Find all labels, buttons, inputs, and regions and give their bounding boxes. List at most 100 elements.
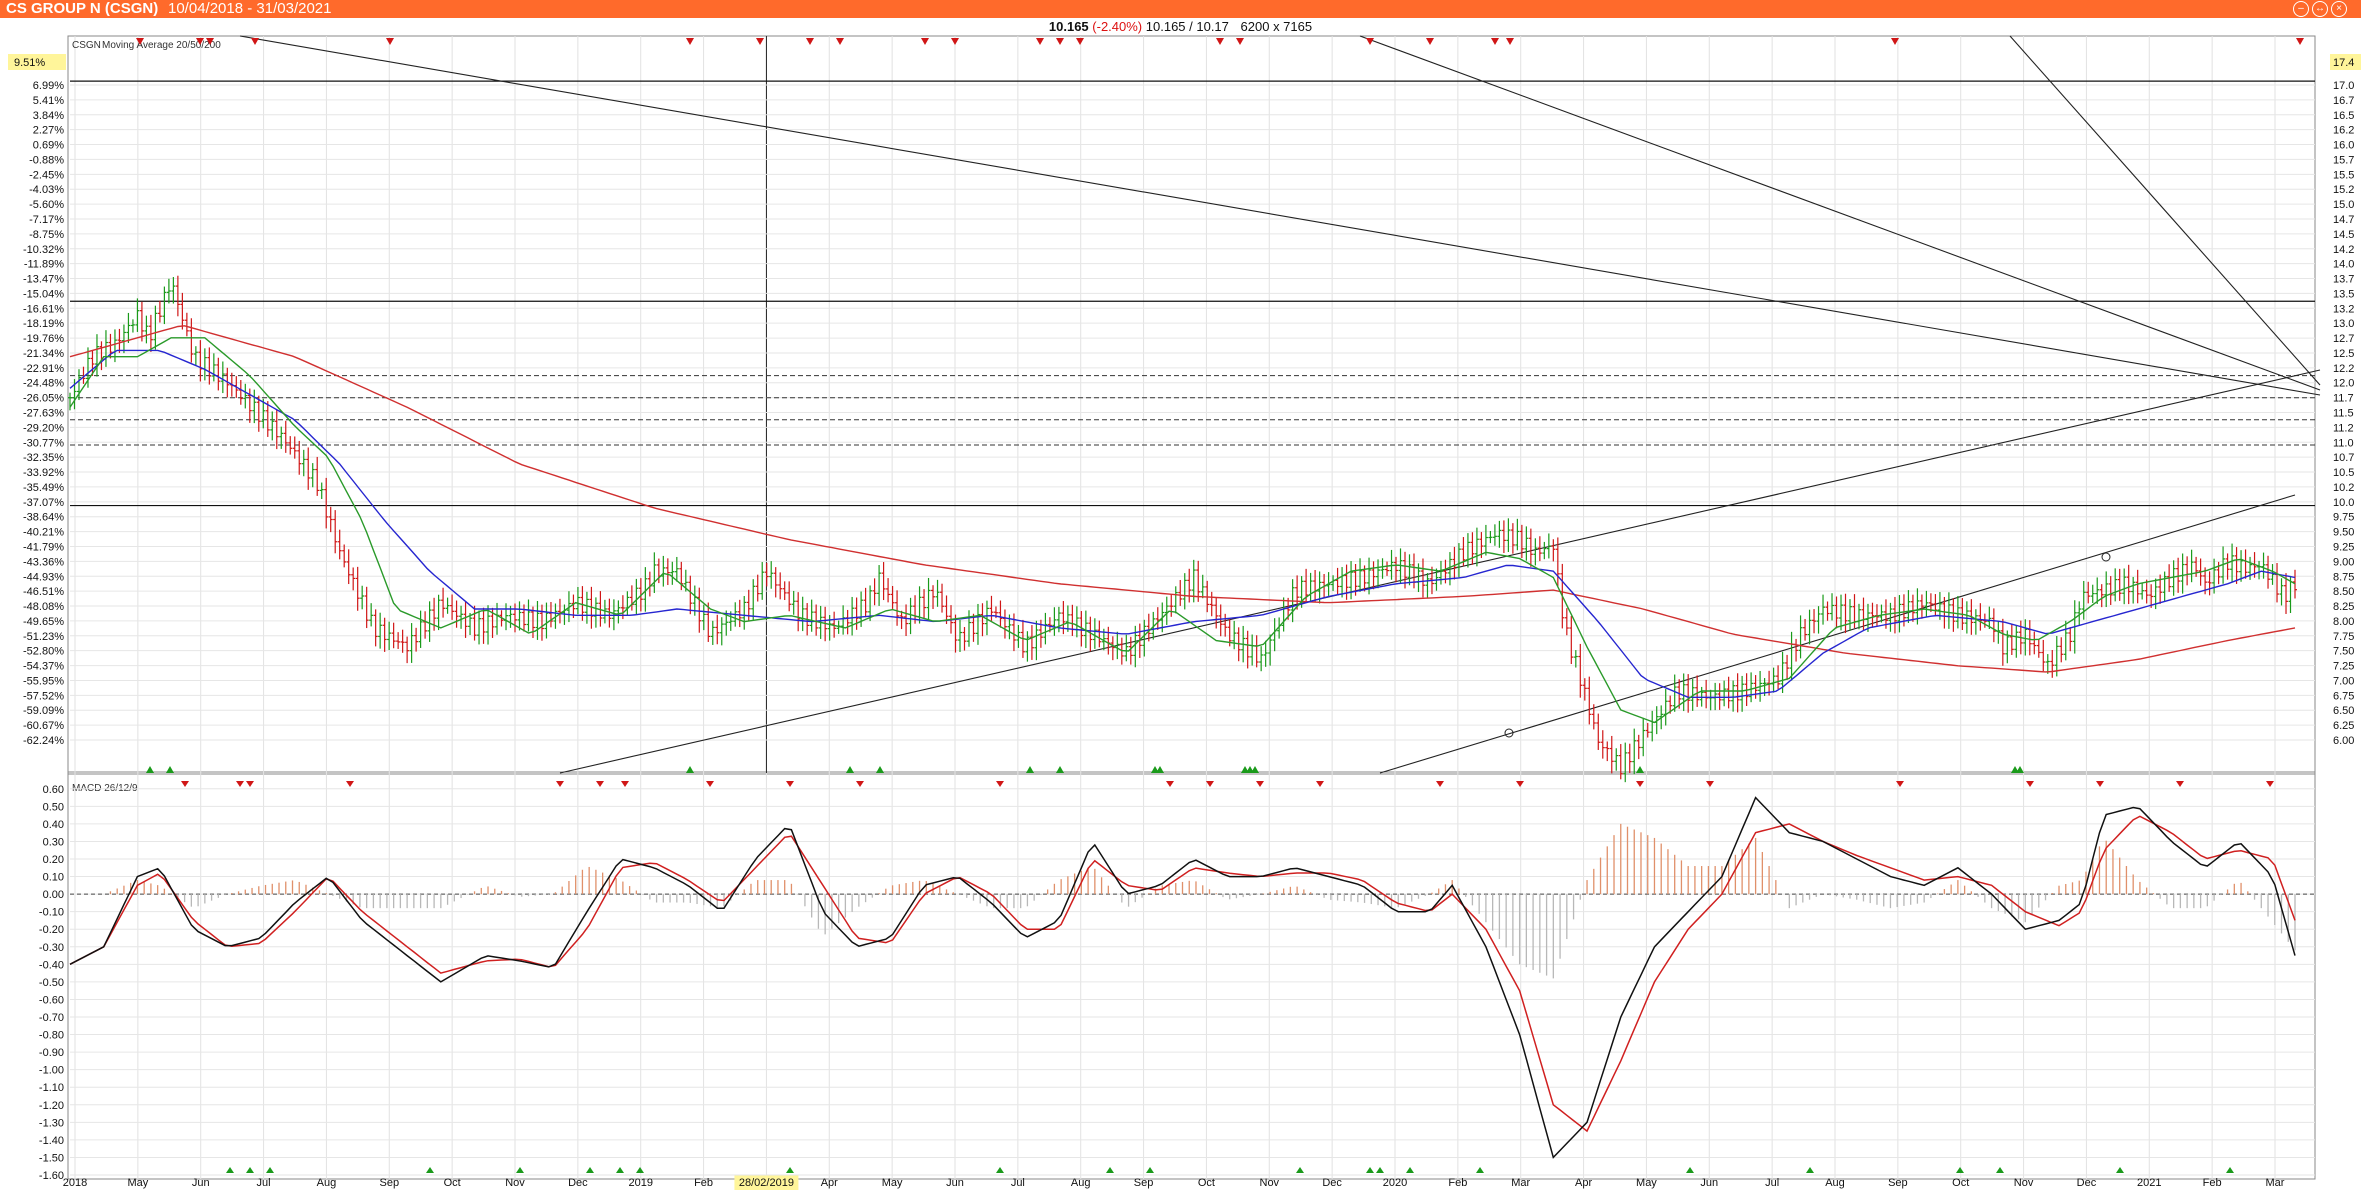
sell-signal-marker (136, 38, 144, 45)
left-tick-label: 2.27% (33, 125, 64, 137)
left-tick-label: -51.23% (23, 631, 64, 643)
left-tick-label: 0.69% (33, 140, 64, 152)
x-month-label: 2020 (1383, 1177, 1407, 1189)
buy-signal-marker (1251, 766, 1259, 773)
price-bars (68, 275, 2297, 783)
trend-line (559, 369, 2321, 774)
right-tick-label: 10.5 (2333, 467, 2354, 479)
x-month-label: 2018 (63, 1177, 87, 1189)
left-tick-label: -41.79% (23, 541, 64, 553)
macd-sell-marker (1516, 781, 1524, 787)
right-tick-label: 12.7 (2333, 333, 2354, 345)
left-tick-label: -33.92% (23, 467, 64, 479)
right-tick-label: 9.75 (2333, 512, 2354, 524)
macd-tick-label: -1.00 (39, 1065, 64, 1077)
sell-signal-marker (806, 38, 814, 45)
left-tick-label: -22.91% (23, 363, 64, 375)
macd-sell-marker (1896, 781, 1904, 787)
left-tick-label: 3.84% (33, 110, 64, 122)
buy-signal-marker (166, 766, 174, 773)
ma200-line (69, 325, 2296, 673)
macd-tick-label: -1.20 (39, 1100, 64, 1112)
window-title: CS GROUP N (CSGN) (6, 0, 159, 17)
right-tick-label: 10.0 (2333, 497, 2354, 509)
x-month-label: Dec (2077, 1177, 2097, 1189)
right-tick-label: 12.0 (2333, 378, 2354, 390)
left-tick-label: -26.05% (23, 393, 64, 405)
macd-buy-marker (2116, 1167, 2124, 1173)
right-tick-label: 15.2 (2333, 184, 2354, 196)
right-axis-top-label: 17.4 (2333, 57, 2354, 69)
buy-signal-marker (876, 766, 884, 773)
left-tick-label: -43.36% (23, 556, 64, 568)
x-month-label: Apr (1575, 1177, 1592, 1189)
sell-signal-marker (1491, 38, 1499, 45)
macd-sell-marker (236, 781, 244, 787)
macd-tick-label: 0.10 (43, 872, 64, 884)
macd-tick-label: 0.30 (43, 836, 64, 848)
macd-buy-marker (616, 1167, 624, 1173)
trend-line (1379, 494, 2296, 774)
bid-ask-size: 6200 x 7165 (1240, 19, 1313, 34)
macd-buy-marker (226, 1167, 234, 1173)
buy-signal-marker (146, 766, 154, 773)
macd-buy-marker (786, 1167, 794, 1173)
right-tick-label: 9.25 (2333, 541, 2354, 553)
macd-tick-label: -0.20 (39, 924, 64, 936)
sell-signal-marker (1056, 38, 1064, 45)
x-month-label: Feb (1448, 1177, 1467, 1189)
right-axis-highlight (2330, 54, 2361, 70)
left-tick-label: -11.89% (24, 259, 64, 271)
ma50-line (69, 349, 2296, 698)
x-month-label: Dec (1322, 1177, 1342, 1189)
right-tick-label: 11.5 (2333, 408, 2354, 420)
sell-signal-marker (921, 38, 929, 45)
right-tick-label: 15.0 (2333, 199, 2354, 211)
macd-panel-frame (67, 771, 2316, 1180)
left-tick-label: -55.95% (23, 675, 64, 687)
macd-buy-marker (1476, 1167, 1484, 1173)
sell-signal-marker (1891, 38, 1899, 45)
trend-anchor-point (1504, 728, 1514, 738)
right-tick-label: 11.7 (2333, 393, 2354, 405)
x-month-label: Feb (694, 1177, 713, 1189)
right-tick-label: 9.00 (2333, 556, 2354, 568)
left-tick-label: -32.35% (23, 452, 64, 464)
left-tick-label: -48.08% (23, 601, 64, 613)
sell-signal-marker (196, 38, 204, 45)
close-icon[interactable]: × (2331, 1, 2347, 17)
right-tick-label: 14.7 (2333, 214, 2354, 226)
left-tick-label: -19.76% (23, 333, 64, 345)
minimize-icon[interactable]: – (2293, 1, 2309, 17)
left-tick-label: -37.07% (23, 497, 64, 509)
left-tick-label: -16.61% (23, 303, 64, 315)
x-month-label: Aug (1071, 1177, 1091, 1189)
sell-signal-marker (1506, 38, 1514, 45)
macd-sell-marker (246, 781, 254, 787)
trend-anchor-point (2101, 552, 2111, 562)
right-tick-label: 15.7 (2333, 154, 2354, 166)
left-tick-label: -38.64% (23, 512, 64, 524)
left-axis-top-label: 9.51% (14, 57, 45, 69)
right-tick-label: 16.2 (2333, 125, 2354, 137)
x-month-label: Jul (1011, 1177, 1025, 1189)
macd-tick-label: -0.40 (39, 959, 64, 971)
right-tick-label: 17.0 (2333, 80, 2354, 92)
x-month-label: Nov (505, 1177, 525, 1189)
crosshair-date-highlight (734, 1175, 799, 1190)
macd-sell-marker (596, 781, 604, 787)
macd-tick-label: -0.60 (39, 994, 64, 1006)
chart-subtitle: Moving Average 20/50/200 (102, 40, 221, 51)
x-month-label: 2019 (628, 1177, 652, 1189)
left-tick-label: -21.34% (23, 348, 64, 360)
date-range: 10/04/2018 - 31/03/2021 (168, 0, 332, 17)
right-tick-label: 14.5 (2333, 229, 2354, 241)
macd-tick-label: -0.10 (39, 907, 64, 919)
macd-buy-marker (246, 1167, 254, 1173)
sell-signal-marker (1366, 38, 1374, 45)
macd-sell-marker (1166, 781, 1174, 787)
restore-icon[interactable]: ↔ (2312, 1, 2328, 17)
sell-signal-marker (2296, 38, 2304, 45)
left-tick-label: -29.20% (23, 422, 64, 434)
